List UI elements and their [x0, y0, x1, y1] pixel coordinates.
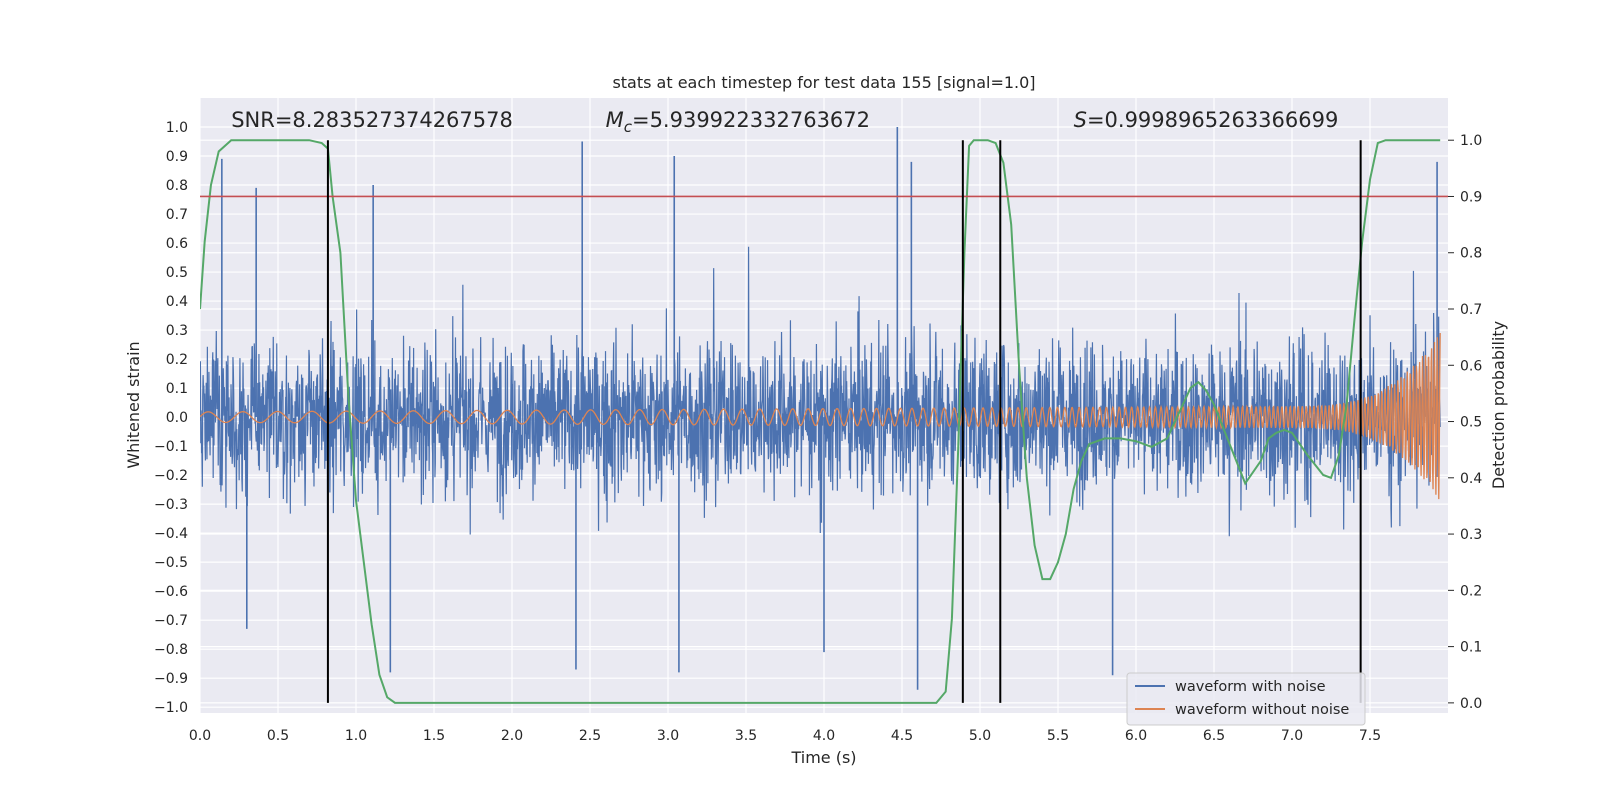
x-axis-ticks: 0.0 0.5 1.0 1.5 2.0 2.5 3.0 3.5 4.0 4.5 5.0 5.5 6.0 6…	[189, 728, 1381, 744]
y2-tick-label: 0.6	[1460, 358, 1482, 374]
annotations: SNR=8.283527374267578 Mc=5.93992233276367…	[231, 108, 1338, 136]
y2-tick-label: 0.7	[1460, 302, 1482, 318]
x-tick-label: 6.0	[1125, 728, 1147, 744]
y-tick-label: 1.0	[166, 120, 188, 136]
y-tick-label: −0.4	[154, 526, 188, 542]
annotation-segment: =0.9998965263366699	[1087, 108, 1338, 132]
x-tick-label: 1.0	[345, 728, 367, 744]
y-tick-label: 0.8	[166, 178, 188, 194]
x-tick-label: 7.0	[1281, 728, 1303, 744]
x-tick-label: 3.5	[735, 728, 757, 744]
y-tick-label: 0.0	[166, 410, 188, 426]
x-tick-label: 6.5	[1203, 728, 1225, 744]
noise-waveform-path	[200, 246, 1441, 537]
y-tick-label: 0.6	[166, 236, 188, 252]
annotation-segment: SNR=8.283527374267578	[231, 108, 513, 132]
chirp-waveform-path	[200, 333, 1441, 500]
x-tick-label: 7.5	[1359, 728, 1381, 744]
y-tick-label: 0.4	[166, 294, 188, 310]
y-tick-label: −0.6	[154, 584, 188, 600]
plot-content	[200, 127, 1448, 704]
y-tick-label: 0.7	[166, 207, 188, 223]
annotation-segment: S	[1074, 108, 1087, 132]
series-waveform-without-noise	[200, 333, 1441, 500]
y2-tick-label: 1.0	[1460, 133, 1482, 149]
y2-tick-label: 0.9	[1460, 189, 1482, 205]
series-waveform-with-noise	[200, 127, 1441, 690]
chart-title: stats at each timestep for test data 155…	[612, 73, 1035, 92]
x-tick-label: 2.0	[501, 728, 523, 744]
annotation-2: S=0.9998965263366699	[1074, 108, 1339, 132]
y-tick-label: 0.3	[166, 323, 188, 339]
y-tick-label: −0.1	[154, 439, 188, 455]
x-axis-label: Time (s)	[790, 748, 856, 767]
x-tick-label: 1.5	[423, 728, 445, 744]
y-tick-label: −0.8	[154, 642, 188, 658]
vertical-markers	[326, 140, 1362, 703]
annotation-segment: =5.939922332763672	[632, 108, 870, 132]
series-detection-probability	[200, 139, 1441, 704]
y-tick-label: 0.9	[166, 149, 188, 165]
x-tick-label: 3.0	[657, 728, 679, 744]
annotation-segment: M	[606, 108, 624, 132]
y-axis-label: Whitened strain	[124, 341, 143, 468]
y-axis-left-ticks: 1.0 0.9 0.8 0.7 0.6 0.5 0.4 0.3 0.2 0.1 0.0 −0.1 −0.…	[154, 120, 188, 716]
y2-tick-label: 0.1	[1460, 640, 1482, 656]
y-tick-label: 0.1	[166, 381, 188, 397]
legend-box	[1126, 672, 1366, 726]
y-tick-label: −0.2	[154, 468, 188, 484]
x-tick-label: 2.5	[579, 728, 601, 744]
y-axis-right-ticks: 1.0 0.9 0.8 0.7 0.6 0.5 0.4 0.3 0.2 0.1 0.0	[1448, 133, 1482, 712]
y2-axis-label: Detection probability	[1489, 321, 1508, 489]
y-tick-label: −0.5	[154, 555, 188, 571]
y-tick-label: 0.2	[166, 352, 188, 368]
x-tick-label: 5.0	[969, 728, 991, 744]
y2-tick-label: 0.4	[1460, 471, 1482, 487]
legend-label-waveform-without-noise: waveform without noise	[1175, 702, 1349, 718]
y2-tick-label: 0.0	[1460, 696, 1482, 712]
y-tick-label: −1.0	[154, 700, 188, 716]
y-tick-label: −0.9	[154, 671, 188, 687]
annotation-1: Mc=5.939922332763672	[606, 108, 870, 136]
y-tick-label: −0.3	[154, 497, 188, 513]
x-tick-label: 0.5	[267, 728, 289, 744]
legend: waveform with noise waveform without noi…	[1126, 672, 1366, 726]
legend-label-waveform-with-noise: waveform with noise	[1175, 679, 1326, 695]
x-tick-label: 5.5	[1047, 728, 1069, 744]
detection-probability-path	[200, 139, 1441, 704]
x-tick-label: 0.0	[189, 728, 211, 744]
y-tick-label: 0.5	[166, 265, 188, 281]
y2-tick-label: 0.5	[1460, 415, 1482, 431]
annotation-segment: c	[624, 118, 633, 136]
y2-tick-label: 0.8	[1460, 246, 1482, 262]
y-tick-label: −0.7	[154, 613, 188, 629]
annotation-0: SNR=8.283527374267578	[231, 108, 513, 132]
x-tick-label: 4.5	[891, 728, 913, 744]
y2-tick-label: 0.2	[1460, 583, 1482, 599]
x-tick-label: 4.0	[813, 728, 835, 744]
y2-tick-label: 0.3	[1460, 527, 1482, 543]
